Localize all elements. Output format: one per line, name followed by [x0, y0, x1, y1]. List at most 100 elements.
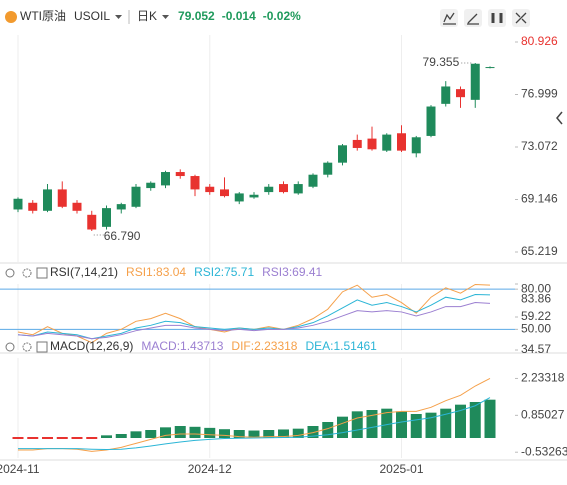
- y-tick-label: 65.219: [521, 244, 558, 258]
- tool-icon: [443, 12, 456, 25]
- x-tick-label: 2025-01: [379, 462, 423, 476]
- candle-body: [367, 138, 377, 150]
- macd-bar: [425, 412, 437, 438]
- candle-body: [456, 89, 465, 98]
- indicator-badge: [36, 267, 48, 279]
- candle-body: [57, 189, 67, 207]
- candle-body: [249, 194, 259, 198]
- candle-body: [72, 202, 82, 211]
- candle-body: [470, 63, 480, 100]
- macd-bar: [145, 430, 157, 438]
- candle-body: [352, 139, 362, 148]
- x-tick-label: 2024-11: [0, 462, 40, 476]
- candle-body: [175, 172, 185, 177]
- legend-entry: MACD:1.43713: [141, 339, 223, 353]
- settings-icon[interactable]: [22, 268, 32, 278]
- y-tick-label: 2.23318: [521, 371, 565, 385]
- y-tick-label: 73.072: [521, 139, 558, 153]
- y-tick-label: 76.999: [521, 87, 558, 101]
- candle-body: [234, 193, 244, 202]
- macd-bar: [219, 429, 230, 438]
- macd-bar: [174, 426, 186, 438]
- macd-bar: [101, 435, 112, 438]
- macd-bar: [160, 427, 171, 438]
- tool-icon: [467, 13, 479, 25]
- y-tick-label: 80.926: [521, 34, 558, 48]
- visibility-icon[interactable]: [5, 342, 15, 352]
- candle-body: [397, 133, 406, 151]
- price: 79.052: [178, 9, 215, 23]
- title: WTI原油: [20, 9, 66, 23]
- candle-body: [190, 176, 200, 190]
- y-tick-label: 80.00: [521, 281, 551, 295]
- candle-body: [279, 184, 288, 193]
- candle-body: [426, 106, 436, 136]
- candle-body: [323, 162, 333, 175]
- legend-entry: RSI3:69.41: [262, 265, 322, 279]
- candle-body: [116, 204, 126, 210]
- macd-bar: [381, 408, 393, 438]
- collapse-arrow[interactable]: [556, 111, 563, 125]
- macd-bar: [366, 410, 378, 438]
- candle-body: [411, 137, 421, 154]
- macd-bar: [469, 402, 481, 438]
- candle-body: [87, 214, 97, 230]
- macd-bar: [86, 437, 98, 439]
- macd-bar: [307, 426, 319, 438]
- macd-bar: [130, 431, 142, 438]
- candle-body: [220, 189, 229, 197]
- y-tick-label: 69.146: [521, 192, 558, 206]
- y-tick-label: 0.85027: [521, 407, 565, 421]
- macd-bar: [12, 437, 24, 439]
- macd-bar: [27, 437, 39, 439]
- macd-bar: [233, 430, 245, 438]
- candle-body: [102, 208, 111, 227]
- legend-entry: RSI2:75.71: [194, 265, 254, 279]
- macd-bar: [189, 426, 201, 438]
- y-tick-label: 50.00: [521, 322, 551, 336]
- macd-bar: [248, 430, 260, 438]
- candle-body: [382, 134, 392, 151]
- change: -0.014: [222, 9, 256, 23]
- candle-body: [161, 172, 170, 186]
- candle-body: [441, 86, 451, 104]
- candle-body: [131, 186, 141, 207]
- candle-body: [308, 174, 318, 187]
- macd-line: [18, 378, 491, 452]
- settings-icon[interactable]: [22, 342, 32, 352]
- candle-body: [28, 202, 38, 211]
- macd-bar: [292, 428, 304, 438]
- candle-body: [43, 189, 52, 211]
- visibility-icon[interactable]: [5, 268, 15, 278]
- macd-bar: [440, 408, 452, 438]
- candle-body: [293, 184, 303, 194]
- tool-icon: [515, 12, 527, 24]
- macd-bar: [322, 422, 334, 438]
- legend-entry: DEA:1.51461: [305, 339, 377, 353]
- macd-bar: [263, 430, 275, 438]
- dropdown-arrow[interactable]: [115, 15, 123, 19]
- macd-bar: [204, 427, 216, 438]
- period[interactable]: 日K: [137, 9, 157, 23]
- candle-body: [146, 182, 156, 189]
- y-tick-label: 59.22: [521, 309, 551, 323]
- max-marker-label: 79.355: [423, 55, 460, 69]
- indicator-title: MACD(12,26,9): [50, 339, 133, 353]
- macd-bar: [484, 399, 496, 438]
- x-tick-label: 2024-12: [188, 462, 232, 476]
- macd-line: [18, 397, 491, 450]
- indicator-title: RSI(7,14,21): [50, 265, 118, 279]
- legend-entry: DIF:2.23318: [231, 339, 297, 353]
- macd-bar: [351, 411, 363, 438]
- symbol[interactable]: USOIL: [74, 9, 110, 23]
- indicator-badge: [36, 341, 48, 353]
- toolbar: [440, 9, 530, 27]
- candle-body: [338, 145, 347, 163]
- y-tick-label: 83.86: [521, 291, 551, 305]
- tool-button[interactable]: [488, 9, 506, 27]
- tool-icon: [491, 13, 503, 23]
- y-tick-label: -0.53263: [521, 444, 567, 458]
- dropdown-arrow[interactable]: [162, 15, 170, 19]
- candle-body: [13, 198, 23, 210]
